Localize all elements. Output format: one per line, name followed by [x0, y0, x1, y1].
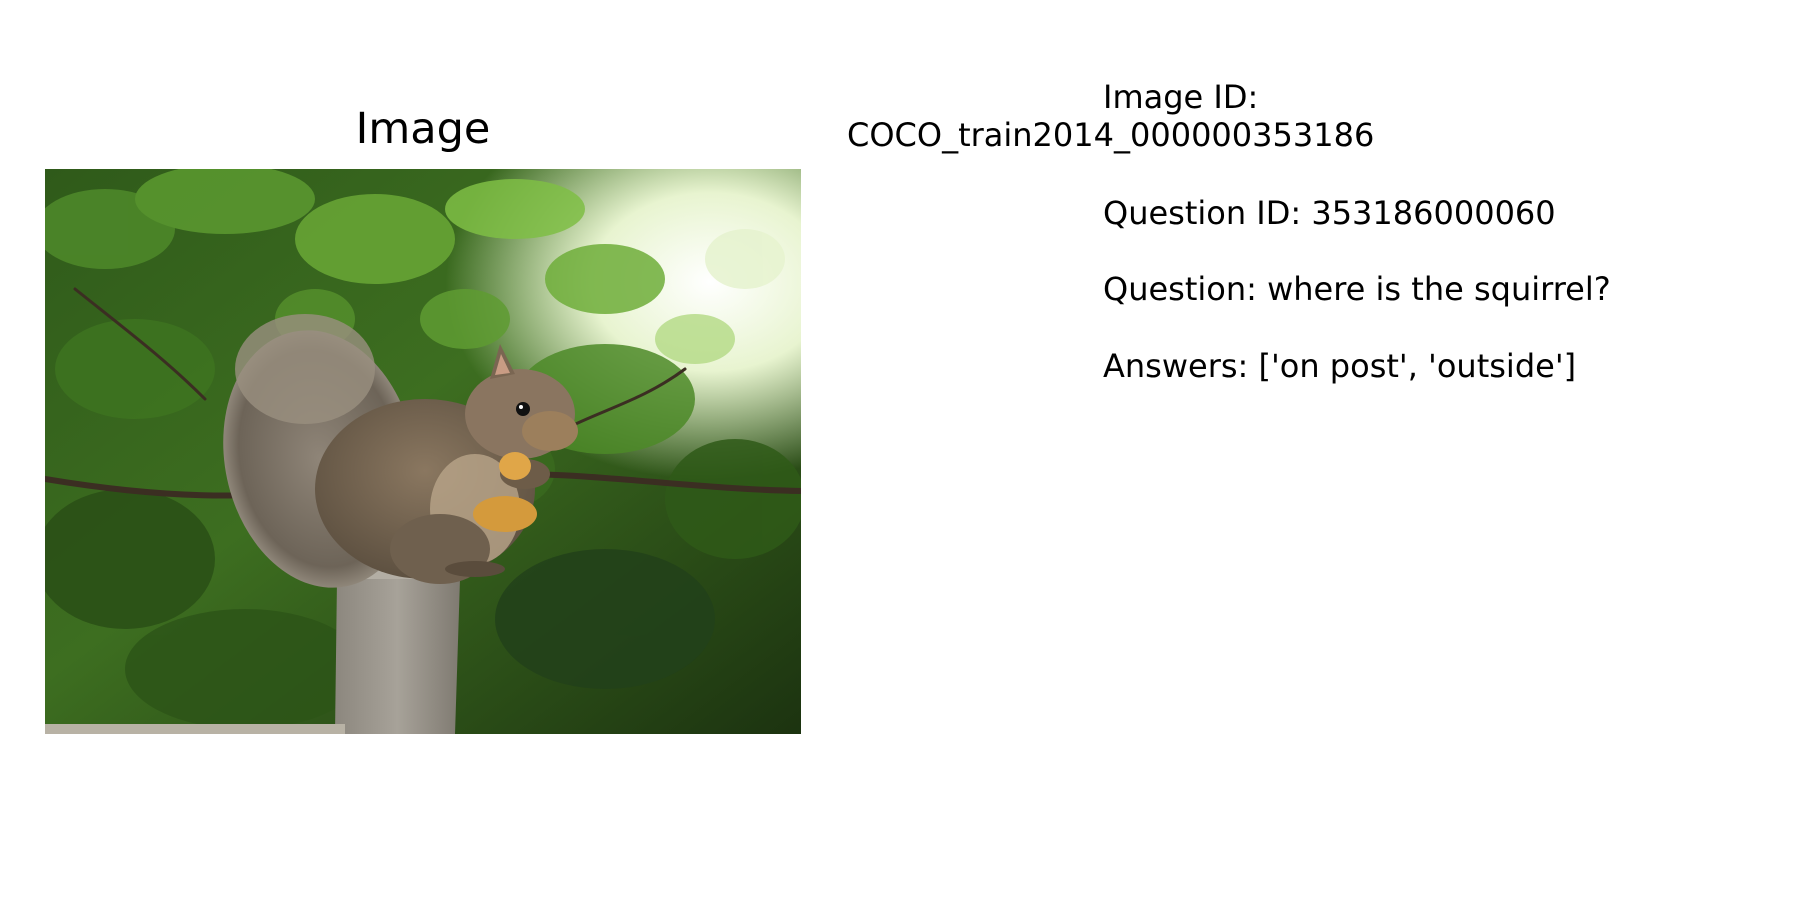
squirrel: [223, 314, 578, 588]
image-panel-title: Image: [355, 104, 491, 154]
stone-post: [335, 567, 465, 734]
food-item: [473, 496, 537, 532]
squirrel-foot: [445, 561, 505, 577]
squirrel-photo: [45, 169, 801, 734]
image-id-label: Image ID:: [1103, 78, 1259, 116]
image-id-value: COCO_train2014_000000353186: [847, 116, 1375, 154]
fence-rail: [45, 724, 345, 734]
squirrel-eye: [516, 402, 530, 416]
question-text: Question: where is the squirrel?: [1103, 270, 1611, 308]
question-id-text: Question ID: 353186000060: [1103, 194, 1556, 232]
answers-text: Answers: ['on post', 'outside']: [1103, 347, 1577, 385]
